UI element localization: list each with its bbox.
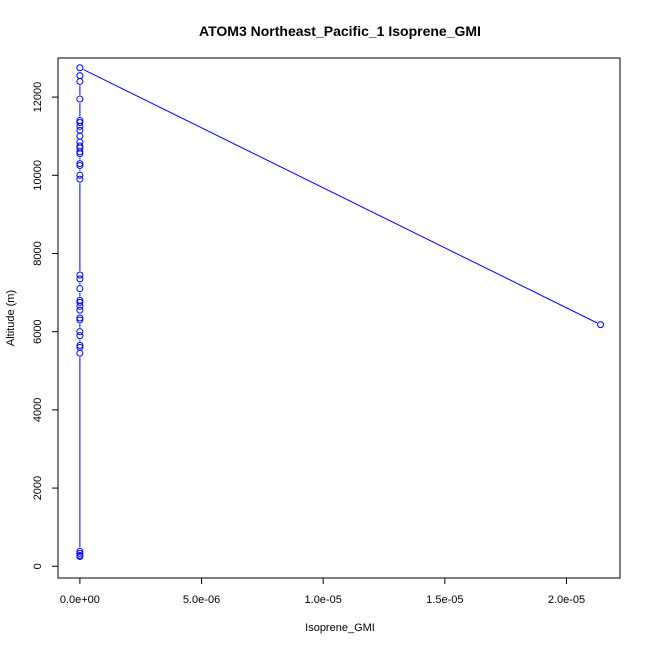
data-point bbox=[76, 343, 84, 351]
data-point bbox=[76, 119, 84, 127]
y-tick-label: 8000 bbox=[32, 241, 44, 265]
y-tick-label: 4000 bbox=[32, 398, 44, 422]
data-point bbox=[76, 126, 84, 134]
x-tick-label: 0.0e+00 bbox=[60, 594, 100, 606]
series-line-segment bbox=[83, 69, 598, 324]
plot-frame bbox=[57, 57, 621, 579]
chart-title: ATOM3 Northeast_Pacific_1 Isoprene_GMI bbox=[199, 23, 481, 39]
y-tick-label: 0 bbox=[32, 563, 44, 569]
data-point bbox=[76, 547, 84, 555]
data-point bbox=[76, 72, 84, 80]
x-tick-label: 5.0e-06 bbox=[183, 594, 220, 606]
y-tick-label: 2000 bbox=[32, 476, 44, 500]
data-point bbox=[76, 306, 84, 314]
y-tick-label: 10000 bbox=[32, 160, 44, 191]
data-point bbox=[76, 171, 84, 179]
data-point bbox=[76, 64, 84, 72]
data-point bbox=[76, 551, 84, 559]
data-point bbox=[76, 162, 84, 170]
y-axis: 0 2000 4000 6000 8000 10000 12000 bbox=[32, 82, 59, 569]
data-point bbox=[76, 349, 84, 357]
data-point bbox=[76, 77, 84, 85]
x-axis-label: Isoprene_GMI bbox=[305, 622, 375, 634]
data-point bbox=[76, 117, 84, 125]
data-point bbox=[76, 275, 84, 283]
data-point bbox=[76, 296, 84, 304]
x-axis: 0.0e+00 5.0e-06 1.0e-05 1.5e-05 2.0e-05 bbox=[60, 577, 585, 606]
x-tick-label: 1.5e-05 bbox=[426, 594, 463, 606]
data-point bbox=[76, 175, 84, 183]
data-point bbox=[76, 332, 84, 340]
x-tick-label: 2.0e-05 bbox=[548, 594, 585, 606]
data-point bbox=[597, 321, 605, 329]
y-tick-label: 6000 bbox=[32, 319, 44, 343]
data-point bbox=[76, 316, 84, 324]
data-point bbox=[76, 95, 84, 103]
data-point bbox=[76, 285, 84, 293]
x-tick-label: 1.0e-05 bbox=[305, 594, 342, 606]
data-point bbox=[76, 132, 84, 140]
data-point bbox=[76, 549, 84, 557]
data-point bbox=[76, 314, 84, 322]
data-point bbox=[76, 138, 84, 146]
series-group bbox=[76, 64, 605, 560]
y-tick-label: 12000 bbox=[32, 82, 44, 113]
data-point bbox=[76, 298, 84, 306]
data-point bbox=[76, 160, 84, 168]
data-point bbox=[76, 271, 84, 279]
data-point bbox=[76, 328, 84, 336]
data-point bbox=[76, 142, 84, 150]
y-axis-label: Altitude (m) bbox=[5, 290, 17, 346]
data-point bbox=[76, 341, 84, 349]
